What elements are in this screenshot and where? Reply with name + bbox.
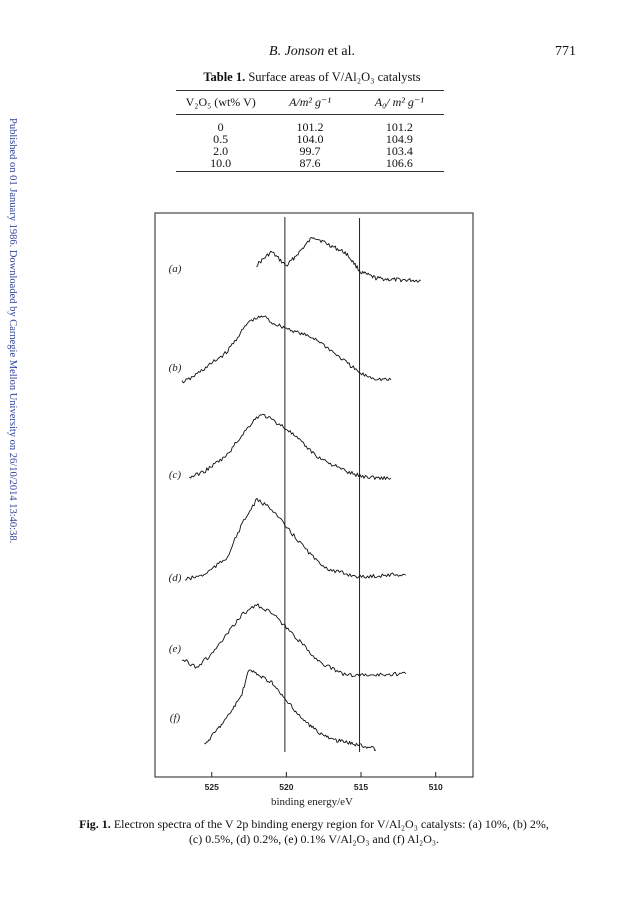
spectrum-label: (a) <box>169 263 182 275</box>
table-cell: 0.5 <box>213 132 229 146</box>
figure-caption-line-1: Electron spectra of the V 2p binding ene… <box>110 817 549 831</box>
column-header: A/m² g⁻¹ <box>289 95 331 109</box>
table-cell: 104.9 <box>385 132 413 146</box>
table-header-rule <box>176 114 444 115</box>
figure-label: Fig. 1. <box>79 817 111 831</box>
table-cell: 104.0 <box>296 132 324 146</box>
plot-frame <box>154 212 474 778</box>
table-cell: 10.0 <box>210 156 232 170</box>
table-cell: 101.2 <box>385 120 413 134</box>
table-row: 0.5 104.0 104.9 <box>176 133 444 145</box>
spectrum-line-2 <box>181 315 392 384</box>
spectrum-label: (b) <box>169 362 182 374</box>
table-cell: 101.2 <box>296 120 324 134</box>
table-title: Surface areas of V/Al₂O₃ catalysts <box>245 70 421 84</box>
table-cell: 103.4 <box>385 144 413 158</box>
running-head: B. Jonson et al. 771 <box>0 44 624 64</box>
page-number: 771 <box>555 44 576 59</box>
spectrum-line-4 <box>184 497 406 581</box>
surface-area-table: V₂O₅ (wt% V) A/m² g⁻¹ A₀/ m² g⁻¹ 0 101.2… <box>176 90 444 172</box>
table-cell: 2.0 <box>213 144 229 158</box>
table-body: 0 101.2 101.2 0.5 104.0 104.9 2.0 99.7 1… <box>176 115 444 171</box>
x-tick-label: 525 <box>205 782 219 792</box>
spectrum-label: (f) <box>170 712 181 724</box>
table-cell: 87.6 <box>299 156 321 170</box>
x-tick-label: 510 <box>429 782 443 792</box>
table-cell: 99.7 <box>299 144 321 158</box>
spectrum-label: (e) <box>169 643 182 655</box>
spectrum-label: (c) <box>169 469 182 481</box>
table-label: Table 1. <box>203 70 246 84</box>
table-top-rule <box>176 90 444 91</box>
spectrum-line-6 <box>204 669 377 752</box>
figure-caption-line-2: (c) 0.5%, (d) 0.2%, (e) 0.1% V/Al₂O₃ and… <box>188 832 440 846</box>
table-cell: 0 <box>217 120 224 134</box>
table-cell: 106.6 <box>385 156 413 170</box>
spectrum-line-5 <box>181 603 407 678</box>
spectrum-line-3 <box>189 413 392 481</box>
column-header: A₀/ m² g⁻¹ <box>374 95 424 109</box>
column-header: V₂O₅ (wt% V) <box>185 95 256 109</box>
table-caption: Table 1. Surface areas of V/Al₂O₃ cataly… <box>0 70 624 85</box>
table-row: 10.0 87.6 106.6 <box>176 157 444 169</box>
x-tick-label: 520 <box>279 782 293 792</box>
spectrum-line-1 <box>256 237 421 283</box>
table-header-row: V₂O₅ (wt% V) A/m² g⁻¹ A₀/ m² g⁻¹ <box>176 91 444 114</box>
table-bottom-rule <box>176 171 444 172</box>
table-row: 2.0 99.7 103.4 <box>176 145 444 157</box>
x-tick-label: 515 <box>354 782 368 792</box>
running-head-author: B. Jonson et al. <box>269 44 355 59</box>
x-axis-label: binding energy/eV <box>271 796 353 808</box>
spectrum-label: (d) <box>169 572 182 584</box>
figure-caption: Fig. 1. Electron spectra of the V 2p bin… <box>40 817 588 847</box>
table-row: 0 101.2 101.2 <box>176 121 444 133</box>
